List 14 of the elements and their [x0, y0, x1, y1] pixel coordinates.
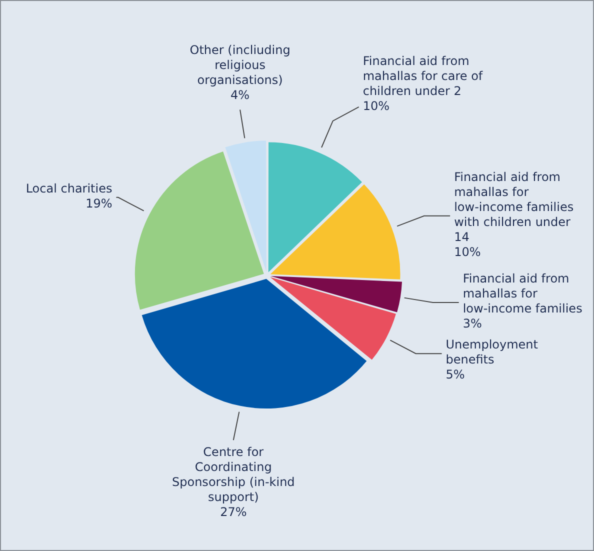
slice-label: Financial aid from mahallas for care of children under 2	[362, 54, 484, 98]
slice-label: Local charities	[26, 182, 112, 196]
data-label: 4%	[230, 88, 250, 102]
data-label: 5%	[446, 368, 465, 382]
data-label: 19%	[86, 196, 112, 211]
data-label: 10%	[362, 99, 390, 114]
slice-label: Other (incliuding religious organisations)	[190, 42, 290, 87]
data-label: 10%	[454, 245, 481, 260]
slice-label: Financial aid from mahallas for low-income families with children under 14	[454, 170, 574, 244]
data-label: 27%	[220, 505, 247, 520]
data-label: 3%	[462, 316, 482, 331]
slice-label: Centre for Coordinating Sponsorship (in-kind support)	[172, 445, 295, 504]
slice-label: Unemployment benefits	[446, 338, 538, 367]
slice-label: Financial aid from mahallas for low-income families	[462, 272, 582, 316]
